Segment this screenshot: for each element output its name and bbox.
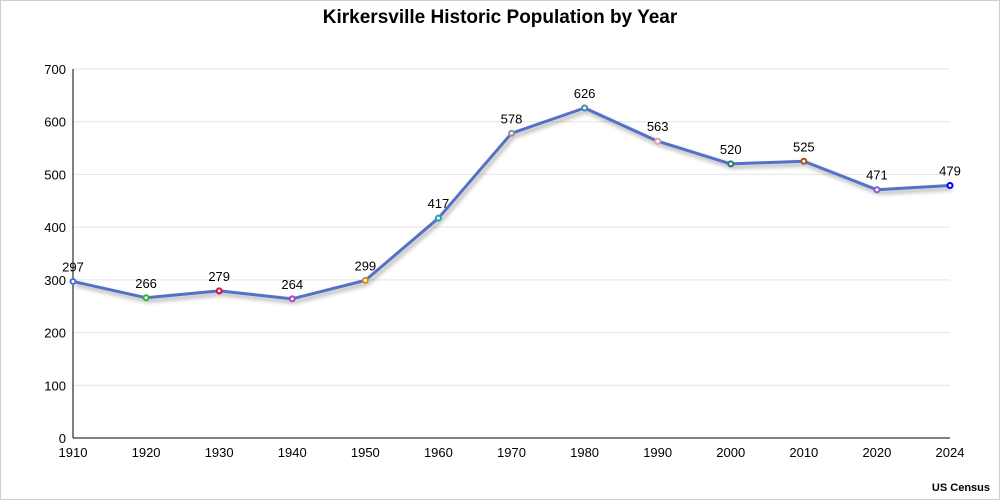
y-tick-label: 600: [44, 115, 66, 130]
x-tick-label: 1970: [497, 445, 526, 460]
x-tick-label: 1950: [351, 445, 380, 460]
data-point: [946, 181, 954, 189]
data-label: 279: [208, 269, 230, 284]
data-point: [288, 295, 296, 303]
data-point: [69, 277, 77, 285]
x-tick-label: 1910: [59, 445, 88, 460]
x-tick-label: 1990: [643, 445, 672, 460]
x-tick-label: 1960: [424, 445, 453, 460]
data-label: 525: [793, 139, 815, 154]
data-label: 297: [62, 259, 84, 274]
data-point: [142, 294, 150, 302]
data-point: [800, 157, 808, 165]
data-label: 520: [720, 142, 742, 157]
y-tick-label: 500: [44, 167, 66, 182]
x-tick-label: 1980: [570, 445, 599, 460]
x-tick-label: 1920: [132, 445, 161, 460]
chart-title: Kirkersville Historic Population by Year: [323, 7, 678, 28]
x-tick-label: 2000: [716, 445, 745, 460]
data-label: 264: [281, 277, 303, 292]
x-tick-label: 1940: [278, 445, 307, 460]
data-label: 563: [647, 119, 669, 134]
data-point: [215, 287, 223, 295]
data-label: 479: [939, 163, 961, 178]
y-tick-label: 400: [44, 220, 66, 235]
y-tick-label: 700: [44, 62, 66, 77]
data-label: 417: [428, 196, 450, 211]
data-point: [873, 186, 881, 194]
y-tick-label: 0: [59, 431, 66, 446]
data-label: 626: [574, 86, 596, 101]
x-tick-label: 2024: [936, 445, 965, 460]
data-label: 299: [354, 258, 376, 273]
data-point: [727, 160, 735, 168]
x-tick-label: 1930: [205, 445, 234, 460]
x-tick-label: 2020: [862, 445, 891, 460]
data-label: 266: [135, 276, 157, 291]
x-tick-label: 2010: [789, 445, 818, 460]
data-point: [654, 137, 662, 145]
chart-credit: US Census: [932, 482, 990, 494]
y-tick-label: 200: [44, 326, 66, 341]
data-label: 578: [501, 111, 523, 126]
data-point: [434, 214, 442, 222]
y-tick-label: 100: [44, 378, 66, 393]
y-tick-label: 300: [44, 273, 66, 288]
data-label: 471: [866, 168, 888, 183]
data-point: [508, 129, 515, 137]
data-point: [361, 276, 369, 284]
data-point: [581, 104, 589, 112]
